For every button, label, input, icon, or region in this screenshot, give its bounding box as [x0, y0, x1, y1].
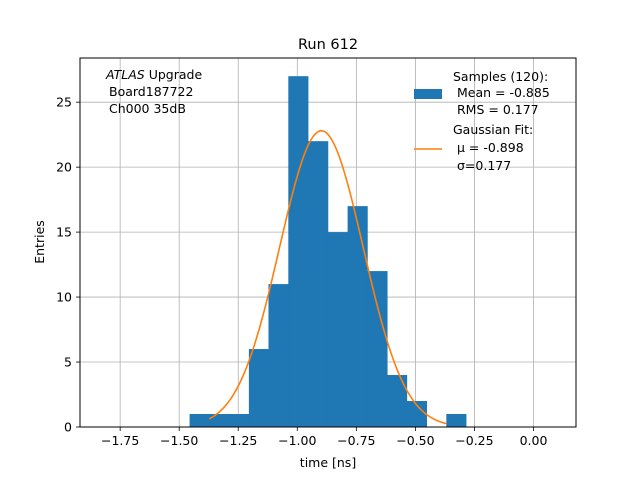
histogram-bar [307, 141, 329, 428]
histogram-bars [189, 76, 467, 428]
histogram-bar [367, 271, 388, 427]
histogram-bar [347, 206, 368, 427]
y-tick-label: 10 [56, 290, 72, 305]
histogram-bar [327, 232, 349, 427]
x-tick-label: −0.75 [337, 433, 375, 448]
annotation-line-2: Board187722 [109, 84, 193, 99]
x-tick-label: −0.50 [396, 433, 434, 448]
annotation-italic: ATLAS [105, 67, 145, 82]
y-tick-label: 5 [64, 355, 72, 370]
y-tick-label: 15 [56, 225, 72, 240]
legend: Samples (120): Mean = -0.885 RMS = 0.177… [414, 69, 550, 173]
annotation-line-1-rest: Upgrade [145, 67, 203, 82]
y-tick-label: 25 [56, 95, 72, 110]
legend-histogram-rms: RMS = 0.177 [457, 102, 539, 117]
legend-histogram-title: Samples (120): [453, 69, 548, 84]
annotation-box: ATLAS Upgrade Board187722 Ch000 35dB [105, 67, 202, 116]
histogram-bar [229, 414, 250, 427]
x-tick-label: −1.50 [160, 433, 198, 448]
x-tick-label: −1.75 [101, 433, 139, 448]
y-tick-label: 0 [64, 420, 72, 435]
histogram-bar [288, 76, 309, 428]
histogram-bar [406, 401, 427, 427]
annotation-line-3: Ch000 35dB [109, 101, 186, 116]
histogram-bar [268, 284, 289, 427]
legend-fit-title: Gaussian Fit: [453, 122, 533, 137]
x-tick-label: −1.00 [278, 433, 316, 448]
y-tick-label: 20 [56, 160, 72, 175]
y-axis-label: Entries [32, 220, 47, 264]
gaussian-fit-line [208, 129, 447, 425]
plot-frame [79, 57, 577, 428]
x-tick-label: 0.00 [520, 433, 548, 448]
legend-fit-sigma: σ=0.177 [457, 158, 511, 173]
axis-ticks: −1.75 −1.50 −1.25 −1.00 −0.75 −0.50 −0.25 0.00 0… [56, 95, 547, 448]
histogram-bar [248, 349, 269, 427]
x-tick-label: −0.25 [455, 433, 493, 448]
annotation-line-1: ATLAS Upgrade [105, 67, 202, 82]
histogram-bar [387, 375, 408, 427]
histogram-bar [446, 414, 467, 427]
legend-histogram-mean: Mean = -0.885 [457, 85, 550, 100]
legend-histogram-swatch [414, 89, 442, 99]
chart-title: Run 612 [298, 37, 358, 53]
legend-fit-mu: μ = -0.898 [457, 140, 524, 155]
x-tick-label: −1.25 [219, 433, 257, 448]
x-axis-label: time [ns] [300, 455, 356, 470]
histogram-bar [209, 414, 230, 427]
histogram-bar [189, 414, 210, 427]
